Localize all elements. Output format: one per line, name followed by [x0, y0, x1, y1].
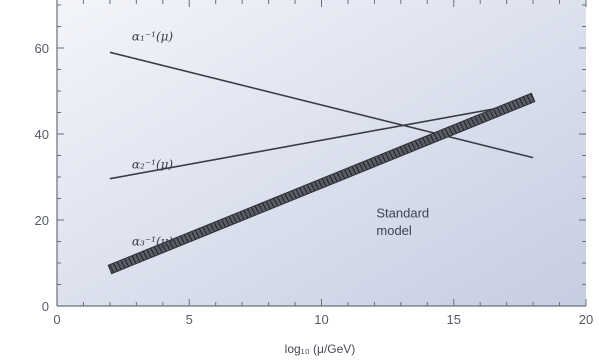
y-tick-label: 60 — [35, 41, 49, 56]
y-tick-label: 40 — [35, 127, 49, 142]
x-tick-label: 0 — [53, 312, 60, 327]
series-label-1: α₁⁻¹(μ) — [132, 29, 174, 43]
y-tick-label: 0 — [42, 299, 49, 314]
series-label-2: α₂⁻¹(μ) — [132, 158, 174, 172]
x-tick-label: 5 — [186, 312, 193, 327]
series-line-1 — [109, 51, 534, 159]
x-tick-label: 10 — [314, 312, 328, 327]
labels-layer: α₁⁻¹(μ) α₂⁻¹(μ) α₃⁻¹(μ) Standard model — [132, 29, 429, 248]
annotation-2: model — [376, 223, 412, 238]
series-band-3 — [107, 92, 536, 275]
ticks: 0 5 10 15 20 0 20 40 60 — [35, 0, 593, 327]
x-axis-title: log₁₀ (μ/GeV) — [285, 342, 356, 356]
series-layer — [107, 51, 536, 275]
annotation-1: Standard — [376, 206, 429, 221]
y-tick-label: 20 — [35, 213, 49, 228]
series-label-3: α₃⁻¹(μ) — [132, 234, 174, 248]
x-tick-label: 20 — [579, 312, 593, 327]
x-tick-label: 15 — [447, 312, 461, 327]
series-line-2 — [109, 100, 534, 180]
